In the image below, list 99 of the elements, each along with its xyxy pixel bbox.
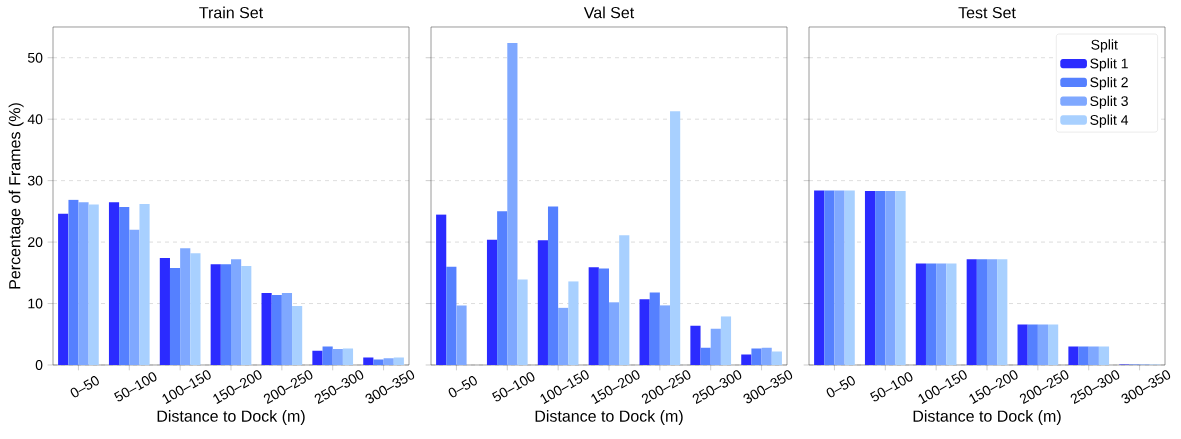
bar bbox=[834, 190, 845, 365]
bar bbox=[231, 259, 242, 365]
bar bbox=[639, 299, 650, 365]
bar bbox=[507, 42, 518, 365]
bar bbox=[261, 293, 272, 365]
bar bbox=[210, 264, 221, 365]
bar bbox=[946, 263, 957, 365]
bar bbox=[220, 264, 231, 365]
bar bbox=[619, 235, 630, 365]
legend-title: Split bbox=[1091, 39, 1118, 53]
x-tick-label: 0–50 bbox=[448, 376, 477, 398]
y-tick-label: 30 bbox=[27, 175, 43, 186]
legend-label: Split 2 bbox=[1090, 76, 1128, 91]
bar bbox=[129, 229, 140, 365]
bar bbox=[1098, 346, 1110, 365]
bar bbox=[108, 202, 120, 365]
bar bbox=[598, 268, 609, 365]
bar bbox=[875, 191, 886, 365]
chart-title: Val Set bbox=[583, 6, 635, 19]
bar bbox=[322, 346, 333, 365]
bar bbox=[997, 259, 1008, 365]
bar bbox=[700, 347, 711, 365]
bar bbox=[649, 292, 660, 365]
bar bbox=[88, 204, 99, 365]
bar bbox=[292, 306, 303, 365]
bar bbox=[814, 190, 825, 365]
bar bbox=[844, 190, 855, 365]
bar bbox=[824, 190, 835, 365]
bar bbox=[342, 348, 354, 365]
x-tick-label: 0–50 bbox=[826, 376, 855, 398]
bar bbox=[436, 214, 447, 365]
bar bbox=[446, 266, 457, 365]
bar bbox=[720, 316, 732, 365]
bar bbox=[241, 266, 252, 365]
bar bbox=[373, 359, 384, 365]
bar bbox=[363, 357, 374, 365]
bar bbox=[751, 348, 762, 365]
bar bbox=[966, 259, 977, 365]
bar bbox=[139, 203, 150, 365]
chart-title: Train Set bbox=[199, 6, 264, 19]
bar bbox=[393, 357, 404, 365]
y-tick-label: 40 bbox=[27, 114, 43, 125]
bar bbox=[761, 347, 772, 365]
bar bbox=[547, 206, 559, 365]
bar bbox=[568, 281, 579, 365]
bar bbox=[915, 263, 926, 365]
bar bbox=[78, 202, 89, 365]
bar bbox=[1027, 324, 1038, 365]
x-axis-title: Distance to Dock (m) bbox=[157, 410, 305, 425]
chart-title: Test Set bbox=[958, 6, 1016, 19]
bar bbox=[659, 305, 671, 365]
legend-label: Split 3 bbox=[1090, 95, 1128, 109]
bar bbox=[332, 349, 343, 365]
bar bbox=[159, 258, 170, 365]
bar bbox=[987, 259, 998, 365]
bar bbox=[690, 325, 701, 365]
bar bbox=[486, 239, 498, 365]
x-axis-title: Distance to Dock (m) bbox=[535, 410, 683, 425]
bar bbox=[169, 267, 181, 365]
bar bbox=[609, 302, 620, 365]
y-tick-label: 0 bbox=[35, 360, 43, 370]
bar bbox=[1068, 346, 1079, 365]
bar bbox=[710, 328, 721, 365]
bar bbox=[180, 248, 191, 365]
bar bbox=[119, 207, 130, 365]
legend-label: Split 4 bbox=[1090, 114, 1129, 128]
bar bbox=[558, 307, 569, 365]
bar bbox=[936, 263, 947, 365]
bar bbox=[1088, 346, 1099, 365]
bar bbox=[885, 191, 896, 365]
bar bbox=[1078, 346, 1089, 365]
bar bbox=[312, 350, 323, 365]
bar bbox=[281, 293, 293, 365]
y-axis-title: Percentage of Frames (%) bbox=[8, 103, 24, 289]
legend-label: Split 1 bbox=[1090, 58, 1128, 72]
bar bbox=[456, 305, 467, 365]
bar bbox=[190, 253, 201, 365]
bar bbox=[588, 267, 599, 365]
bar bbox=[925, 263, 937, 365]
x-axis-title: Distance to Dock (m) bbox=[913, 410, 1061, 425]
bar bbox=[895, 191, 906, 365]
bar bbox=[271, 294, 282, 365]
x-tick-label: 0–50 bbox=[70, 376, 99, 398]
bar bbox=[1037, 324, 1049, 365]
bar bbox=[517, 279, 528, 365]
y-tick-label: 50 bbox=[27, 52, 43, 63]
bar bbox=[976, 259, 988, 365]
bar bbox=[1017, 324, 1028, 365]
bar bbox=[58, 213, 69, 365]
y-tick-label: 10 bbox=[28, 298, 43, 309]
bar bbox=[383, 358, 394, 365]
y-tick-label: 20 bbox=[28, 237, 43, 248]
bar bbox=[537, 240, 548, 365]
bar bbox=[1048, 324, 1059, 365]
bar bbox=[771, 351, 782, 365]
bar bbox=[864, 191, 876, 365]
bar bbox=[670, 111, 681, 365]
bar bbox=[497, 211, 508, 365]
bar bbox=[741, 354, 752, 365]
